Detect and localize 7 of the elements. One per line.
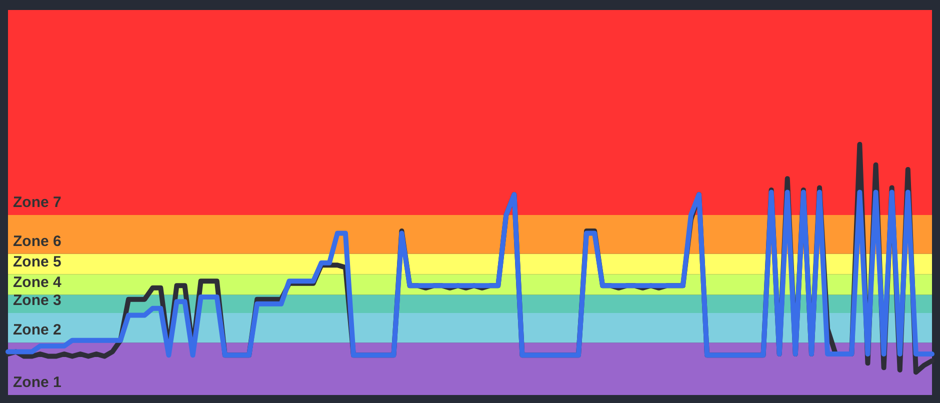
band-label: Zone 6 (13, 232, 62, 250)
band-label: Zone 3 (13, 292, 62, 309)
band-label: Zone 7 (13, 194, 62, 212)
band-label: Zone 2 (13, 322, 62, 339)
band-label: Zone 5 (13, 253, 62, 270)
band-label: Zone 4 (13, 274, 62, 291)
band-label: Zone 1 (13, 374, 62, 391)
